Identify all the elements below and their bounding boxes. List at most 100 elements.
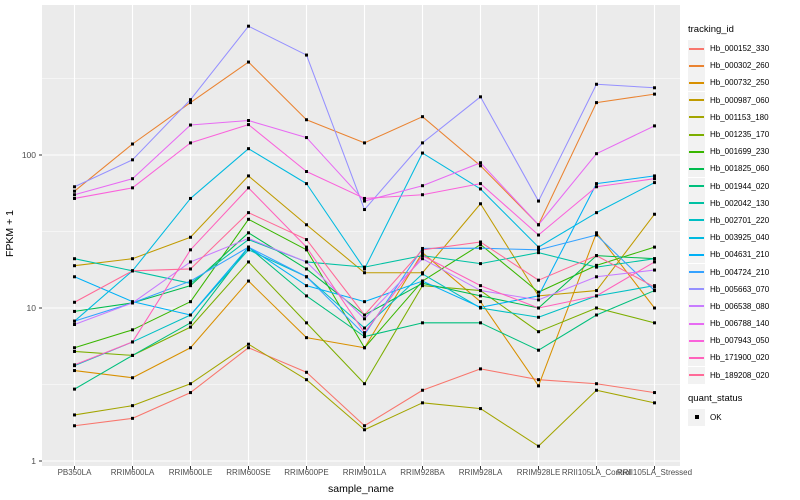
data-point-Hb_000732_250 <box>537 384 540 388</box>
legend-item-label: Hb_004724_210 <box>710 267 770 277</box>
data-point-Hb_003925_040 <box>421 151 424 155</box>
legend-item-label: Hb_000152_330 <box>710 44 770 54</box>
data-point-Hb_007943_050 <box>363 196 366 200</box>
data-point-Hb_000302_260 <box>247 60 250 64</box>
data-point-Hb_007943_050 <box>73 196 76 200</box>
legend-key-swatch <box>688 280 705 298</box>
data-point-Hb_002042_130 <box>479 262 482 266</box>
data-point-Hb_007943_050 <box>247 123 250 127</box>
data-point-Hb_189208_020 <box>73 300 76 304</box>
data-point-Hb_006538_080 <box>421 257 424 261</box>
legend-key-swatch <box>688 160 705 178</box>
data-point-Hb_000302_260 <box>305 118 308 122</box>
data-point-Hb_001944_020 <box>131 353 134 357</box>
x-tick-label: RRIM600LE <box>168 468 213 477</box>
data-point-Hb_002701_220 <box>247 248 250 252</box>
data-point-Hb_001825_060 <box>479 294 482 298</box>
y-axis-title: FPKM + 1 <box>4 0 16 466</box>
legend-line-icon <box>689 219 704 222</box>
data-point-Hb_000732_250 <box>131 376 134 380</box>
data-point-Hb_004724_210 <box>537 248 540 252</box>
data-point-Hb_003925_040 <box>595 211 598 215</box>
data-point-Hb_003925_040 <box>537 245 540 249</box>
legend-key-swatch <box>688 349 705 367</box>
legend-item-Hb_000732_250: Hb_000732_250 <box>688 74 800 92</box>
data-point-Hb_001699_230 <box>73 346 76 350</box>
legend-item-Hb_006788_140: Hb_006788_140 <box>688 315 800 333</box>
legend-key-swatch <box>688 57 705 75</box>
legend-item-Hb_001825_060: Hb_001825_060 <box>688 160 800 178</box>
legend-line-icon <box>689 133 704 136</box>
data-point-Hb_006788_140 <box>363 199 366 203</box>
data-point-Hb_001235_170 <box>73 349 76 353</box>
data-point-Hb_002701_220 <box>537 315 540 319</box>
legend-line-icon <box>689 271 704 274</box>
data-point-Hb_004631_210 <box>537 294 540 298</box>
legend-item-label: Hb_006538_080 <box>710 301 770 311</box>
y-tick-label: 100 <box>21 149 36 160</box>
legend-line-icon <box>689 322 704 325</box>
y-tick-label: 10 <box>26 302 36 313</box>
data-point-Hb_001825_060 <box>247 231 250 235</box>
legend-line-icon <box>689 339 704 342</box>
data-point-Hb_000152_330 <box>479 367 482 371</box>
legend-key-swatch <box>688 40 705 58</box>
x-tick-label: RRIM600PE <box>284 468 329 477</box>
data-point-Hb_000732_250 <box>247 279 250 283</box>
data-point-Hb_001944_020 <box>595 313 598 317</box>
data-point-Hb_003925_040 <box>363 267 366 271</box>
x-axis-title: sample_name <box>328 483 394 495</box>
data-point-Hb_189208_020 <box>363 313 366 317</box>
legend-key-swatch <box>688 366 705 384</box>
legend-item-label: Hb_000987_060 <box>710 95 770 105</box>
legend-line-icon <box>689 356 704 359</box>
data-point-Hb_006788_140 <box>653 124 656 128</box>
data-point-Hb_006788_140 <box>247 119 250 123</box>
data-point-Hb_005663_070 <box>653 86 656 90</box>
data-point-Hb_003925_040 <box>305 182 308 186</box>
legend-key-swatch <box>688 108 705 126</box>
y-axis-title-text: FPKM + 1 <box>4 209 16 257</box>
data-point-Hb_000152_330 <box>247 346 250 350</box>
legend-line-icon <box>689 236 704 239</box>
data-point-Hb_000152_330 <box>73 424 76 428</box>
data-point-Hb_000302_260 <box>189 101 192 105</box>
data-point-Hb_001153_180 <box>247 342 250 346</box>
data-point-Hb_005663_070 <box>595 82 598 86</box>
data-point-Hb_005663_070 <box>305 53 308 57</box>
y-tick-label: 1 <box>31 455 36 466</box>
data-point-Hb_007943_050 <box>305 170 308 174</box>
data-point-Hb_007943_050 <box>131 186 134 190</box>
data-point-Hb_000302_260 <box>421 115 424 119</box>
legend-item-label: Hb_004631_210 <box>710 250 770 260</box>
data-point-Hb_004631_210 <box>189 313 192 317</box>
x-tick-label: RRII105LA_Stressed <box>616 468 693 477</box>
data-point-Hb_189208_020 <box>537 278 540 282</box>
data-point-Hb_002701_220 <box>421 272 424 276</box>
data-point-Hb_189208_020 <box>305 238 308 242</box>
data-point-Hb_005663_070 <box>421 141 424 145</box>
ok-square-icon <box>688 408 705 426</box>
data-point-Hb_001699_230 <box>595 263 598 267</box>
legend-line-icon <box>689 202 704 205</box>
data-point-Hb_000987_060 <box>305 223 308 227</box>
plot-panel <box>42 5 680 466</box>
data-point-Hb_000987_060 <box>595 289 598 293</box>
data-point-Hb_171900_020 <box>189 248 192 252</box>
data-point-Hb_001235_170 <box>421 284 424 288</box>
x-tick-label: RRIM600LA <box>110 468 155 477</box>
data-point-Hb_001699_230 <box>247 217 250 221</box>
data-point-Hb_002042_130 <box>189 281 192 285</box>
legend-title-quant-status: quant_status <box>688 392 743 404</box>
data-point-Hb_189208_020 <box>247 211 250 215</box>
data-point-Hb_000732_250 <box>73 369 76 373</box>
data-point-Hb_003925_040 <box>653 181 656 185</box>
data-point-Hb_000152_330 <box>595 382 598 386</box>
data-point-Hb_001153_180 <box>537 444 540 448</box>
data-point-Hb_171900_020 <box>421 254 424 258</box>
data-point-Hb_000302_260 <box>363 141 366 145</box>
data-point-Hb_171900_020 <box>537 306 540 310</box>
data-point-Hb_001944_020 <box>73 387 76 391</box>
legend-line-icon <box>689 305 704 308</box>
legend-key-swatch <box>688 91 705 109</box>
